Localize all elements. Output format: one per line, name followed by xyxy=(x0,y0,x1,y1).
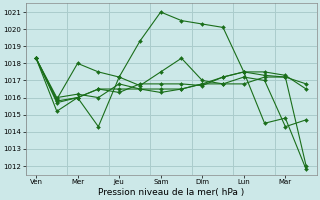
X-axis label: Pression niveau de la mer( hPa ): Pression niveau de la mer( hPa ) xyxy=(98,188,244,197)
